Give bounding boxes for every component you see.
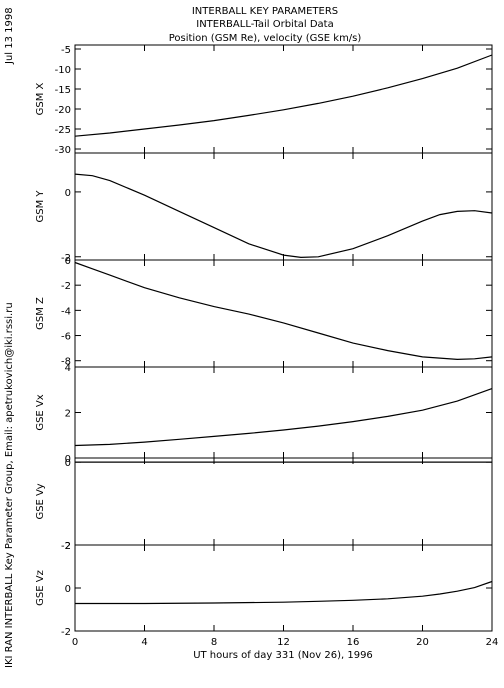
- series-line: [74, 54, 493, 137]
- x-tick-label: 12: [277, 637, 290, 648]
- panel-frame: [74, 544, 493, 632]
- y-tick-label: -8: [61, 357, 71, 368]
- series-line: [74, 173, 493, 259]
- y-tick-label: -20: [55, 105, 71, 116]
- y-tick-label: -30: [55, 145, 71, 156]
- y-tick-label: 0: [65, 584, 71, 595]
- y-tick-label: -5: [61, 45, 71, 56]
- y-tick-label: -4: [61, 306, 71, 317]
- y-axis-label: GSE Vy: [35, 483, 46, 519]
- y-tick-label: -15: [55, 85, 71, 96]
- panel-frame: [74, 259, 493, 368]
- y-tick-label: -2: [61, 541, 71, 552]
- side-credit-label: IKI RAN INTERBALL Key Parameter Group, E…: [4, 302, 15, 668]
- y-axis-label: GSE Vz: [35, 570, 46, 606]
- side-date-label: Jul 13 1998: [4, 7, 15, 65]
- series-line: [74, 261, 493, 361]
- x-tick-label: 0: [72, 637, 78, 648]
- y-tick-label: 0: [65, 454, 71, 465]
- panel-frame: [74, 457, 493, 546]
- y-tick-label: 2: [65, 541, 71, 552]
- y-axis-label: GSM Z: [35, 297, 46, 330]
- x-axis-title: UT hours of day 331 (Nov 26), 1996: [193, 650, 373, 661]
- panel-frame: [74, 44, 493, 154]
- y-tick-label: -25: [55, 125, 71, 136]
- x-tick-label: 8: [211, 637, 217, 648]
- panel-frame: [74, 152, 493, 261]
- y-tick-label: -6: [61, 332, 71, 343]
- x-tick-label: 24: [486, 637, 499, 648]
- y-axis-label: GSE Vx: [35, 394, 46, 430]
- x-tick-label: 4: [141, 637, 147, 648]
- y-tick-label: 0: [65, 458, 71, 469]
- y-axis-label: GSM X: [35, 82, 46, 115]
- x-tick-label: 16: [347, 637, 360, 648]
- y-tick-label: -2: [61, 253, 71, 264]
- chart-title-line1: INTERBALL KEY PARAMETERS: [192, 6, 338, 17]
- y-tick-label: -2: [61, 627, 71, 638]
- y-tick-label: -2: [61, 281, 71, 292]
- chart-title-line2: INTERBALL-Tail Orbital Data: [196, 19, 333, 30]
- panel-frame: [74, 366, 493, 459]
- x-tick-label: 20: [416, 637, 429, 648]
- y-tick-label: 2: [65, 409, 71, 420]
- y-axis-label: GSM Y: [35, 190, 46, 223]
- y-tick-label: 4: [65, 363, 71, 374]
- series-line: [74, 388, 493, 447]
- y-tick-label: 0: [65, 188, 71, 199]
- y-tick-label: -10: [55, 65, 71, 76]
- y-tick-label: 0: [65, 256, 71, 267]
- series-line: [75, 580, 493, 605]
- chart-title-line3: Position (GSM Re), velocity (GSE km/s): [169, 33, 362, 44]
